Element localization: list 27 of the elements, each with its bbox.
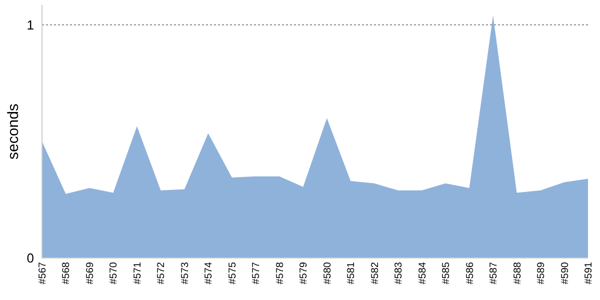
x-tick-label: #575 [227, 262, 238, 284]
y-axis-title: seconds [5, 104, 22, 160]
y-tick-label: 1 [26, 17, 34, 32]
x-tick-label: #577 [251, 262, 262, 284]
x-tick-label: #568 [61, 262, 72, 284]
x-tick-label: #587 [488, 262, 500, 284]
x-tick-label: #586 [464, 262, 476, 284]
x-tick-label: #579 [298, 262, 310, 284]
x-tick-label: #574 [204, 262, 215, 284]
x-tick-label: #578 [274, 262, 286, 284]
x-tick-label: #590 [560, 262, 571, 284]
x-tick-label: #572 [156, 262, 168, 284]
x-tick-label: #580 [322, 262, 334, 284]
x-tick-label: #589 [536, 262, 548, 284]
x-tick-label: #591 [584, 262, 594, 284]
y-tick-label: 0 [26, 250, 34, 266]
x-tick-label: #584 [417, 262, 428, 284]
x-tick-label: #569 [84, 262, 96, 284]
x-tick-label: #588 [512, 262, 524, 284]
x-tick-label: #585 [441, 262, 452, 284]
x-tick-label: #567 [38, 262, 48, 284]
x-tick-label: #573 [180, 262, 191, 284]
x-tick-label: #571 [132, 262, 144, 284]
x-tick-label: #583 [394, 262, 405, 284]
x-tick-label: #581 [346, 262, 358, 284]
x-tick-label: #582 [370, 262, 381, 284]
x-tick-label: #570 [108, 262, 120, 284]
